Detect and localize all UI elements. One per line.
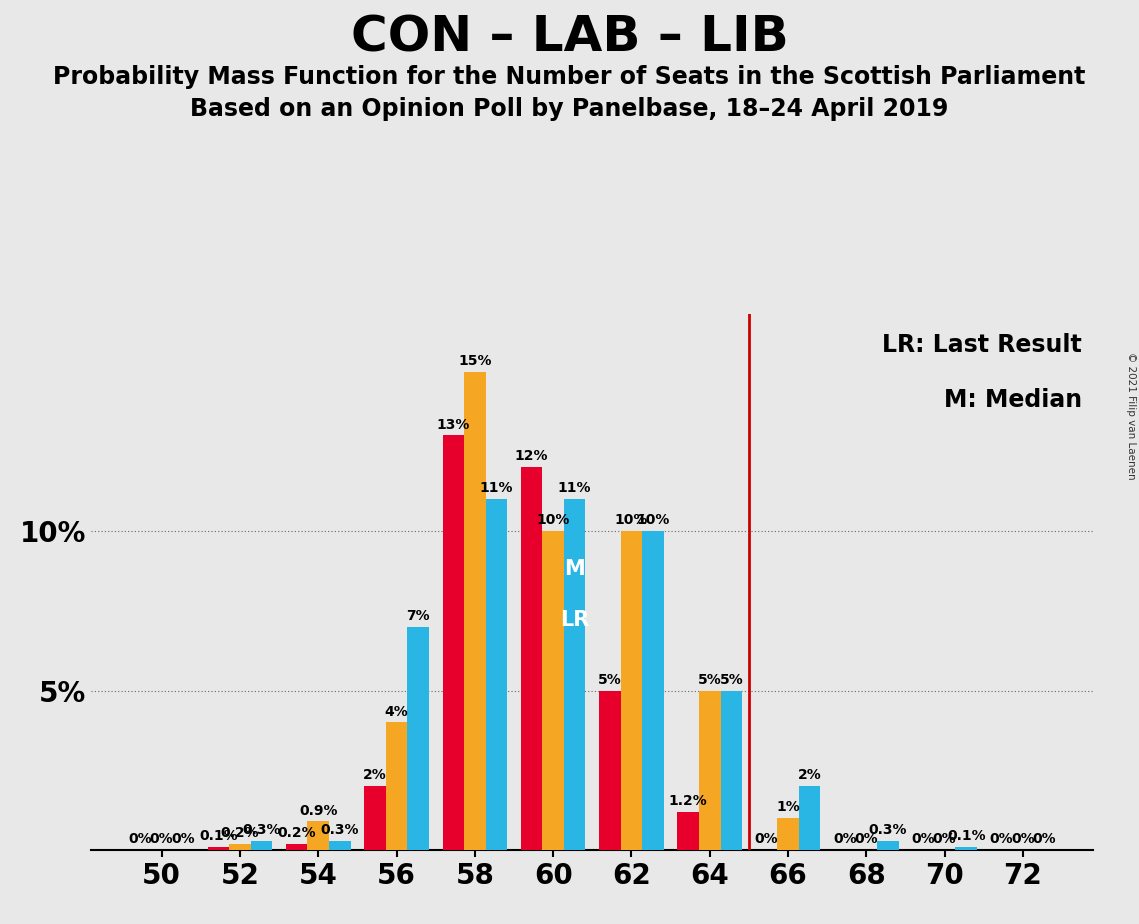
Text: 0%: 0% (1033, 833, 1056, 846)
Text: 11%: 11% (480, 481, 513, 495)
Text: 0.3%: 0.3% (243, 822, 280, 837)
Text: 0.2%: 0.2% (221, 826, 260, 840)
Bar (308, 821, 329, 850)
Text: 15%: 15% (458, 354, 492, 368)
Text: LR: Last Result: LR: Last Result (882, 334, 1082, 358)
Bar (329, 841, 351, 850)
Text: 1.2%: 1.2% (669, 794, 707, 808)
Bar (386, 723, 408, 850)
Bar (642, 531, 664, 850)
Text: 0%: 0% (150, 833, 173, 846)
Bar (408, 626, 428, 850)
Text: 4%: 4% (385, 705, 409, 719)
Bar (464, 371, 485, 850)
Bar (364, 786, 386, 850)
Bar (699, 690, 721, 850)
Text: 10%: 10% (615, 513, 648, 528)
Bar (678, 812, 699, 850)
Bar (777, 818, 798, 850)
Text: 10%: 10% (536, 513, 570, 528)
Text: 0.3%: 0.3% (320, 822, 359, 837)
Text: 0%: 0% (911, 833, 935, 846)
Text: 0%: 0% (755, 833, 778, 846)
Bar (229, 844, 251, 850)
Text: 2%: 2% (797, 769, 821, 783)
Bar (564, 499, 585, 850)
Bar (599, 690, 621, 850)
Bar (798, 786, 820, 850)
Bar (286, 844, 308, 850)
Text: 0%: 0% (990, 833, 1014, 846)
Bar (443, 435, 464, 850)
Text: LR: LR (560, 611, 589, 630)
Text: 0%: 0% (1011, 833, 1034, 846)
Text: 5%: 5% (720, 673, 743, 687)
Bar (621, 531, 642, 850)
Text: 0.1%: 0.1% (947, 829, 985, 843)
Text: © 2021 Filip van Laenen: © 2021 Filip van Laenen (1125, 352, 1136, 480)
Bar (542, 531, 564, 850)
Bar (251, 841, 272, 850)
Bar (956, 847, 977, 850)
Text: 10%: 10% (637, 513, 670, 528)
Text: 0%: 0% (833, 833, 857, 846)
Text: 0%: 0% (129, 833, 151, 846)
Bar (521, 468, 542, 850)
Text: M: Median: M: Median (943, 387, 1082, 411)
Text: 0%: 0% (933, 833, 957, 846)
Text: 0.2%: 0.2% (278, 826, 316, 840)
Text: 5%: 5% (698, 673, 722, 687)
Text: 0.9%: 0.9% (298, 804, 337, 818)
Bar (207, 847, 229, 850)
Text: 0%: 0% (171, 833, 195, 846)
Text: 0%: 0% (854, 833, 878, 846)
Text: CON – LAB – LIB: CON – LAB – LIB (351, 14, 788, 62)
Text: Based on an Opinion Poll by Panelbase, 18–24 April 2019: Based on an Opinion Poll by Panelbase, 1… (190, 97, 949, 121)
Bar (485, 499, 507, 850)
Text: 0.3%: 0.3% (869, 822, 907, 837)
Text: 5%: 5% (598, 673, 622, 687)
Text: 2%: 2% (363, 769, 387, 783)
Text: 11%: 11% (558, 481, 591, 495)
Text: 1%: 1% (776, 800, 800, 814)
Text: Probability Mass Function for the Number of Seats in the Scottish Parliament: Probability Mass Function for the Number… (54, 65, 1085, 89)
Text: 13%: 13% (436, 418, 470, 432)
Text: 12%: 12% (515, 449, 548, 464)
Text: 0.1%: 0.1% (199, 829, 238, 843)
Text: M: M (564, 559, 585, 579)
Bar (877, 841, 899, 850)
Text: 7%: 7% (407, 609, 429, 623)
Bar (721, 690, 741, 850)
